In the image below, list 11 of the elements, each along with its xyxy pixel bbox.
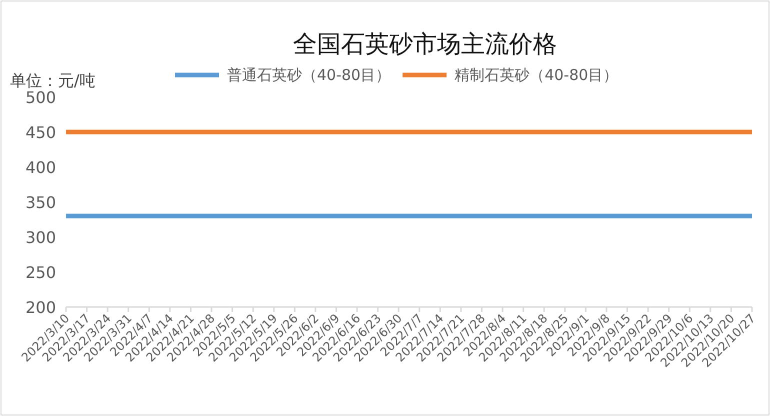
y-tick-label: 200 (25, 298, 56, 317)
y-tick-label: 450 (25, 123, 56, 142)
y-tick-label: 500 (25, 88, 56, 107)
text: 单位：元/吨 (10, 71, 96, 90)
legend-label: 精制石英砂（40-80目） (454, 66, 618, 84)
y-tick-label: 350 (25, 193, 56, 212)
chart-title: 全国石英砂市场主流价格 (293, 30, 557, 58)
legend-label: 普通石英砂（40-80目） (227, 66, 391, 84)
y-tick-label: 400 (25, 158, 56, 177)
y-tick-label: 300 (25, 228, 56, 247)
y-tick-label: 250 (25, 263, 56, 282)
